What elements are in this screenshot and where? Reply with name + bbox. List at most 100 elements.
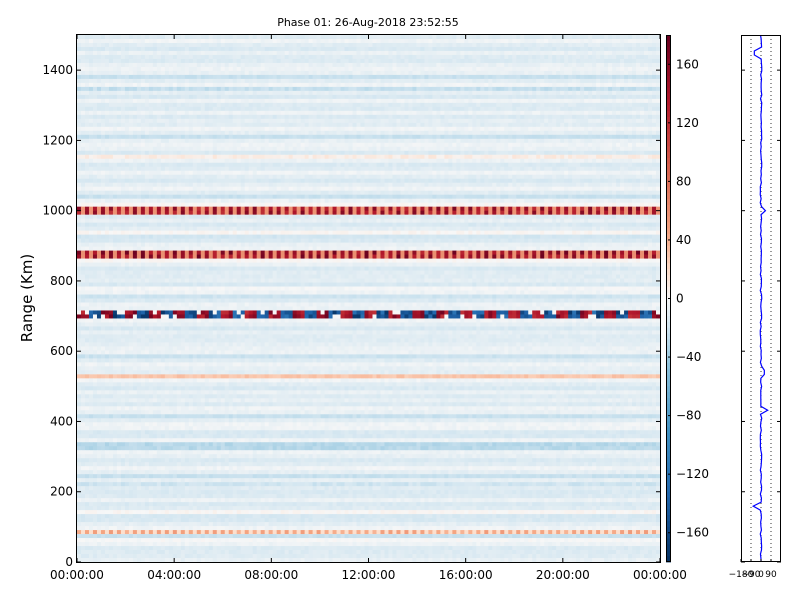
- heatmap-cell: [408, 146, 413, 152]
- heatmap-cell: [204, 62, 210, 68]
- heatmap-cell: [456, 102, 461, 108]
- heatmap-cell: [424, 58, 429, 64]
- heatmap-cell: [148, 54, 154, 60]
- heatmap-cell: [356, 146, 361, 152]
- heatmap-cell: [272, 150, 278, 156]
- heatmap-cell: [352, 98, 357, 104]
- heatmap-cell: [304, 50, 309, 56]
- heatmap-cell: [316, 162, 321, 168]
- heatmap-cell: [468, 82, 473, 88]
- heatmap-cell: [336, 150, 341, 156]
- heatmap-cell: [372, 154, 377, 160]
- heatmap-cell: [108, 94, 114, 100]
- heatmap-cell: [216, 98, 222, 104]
- heatmap-cell: [124, 98, 130, 104]
- heatmap-cell: [476, 78, 481, 84]
- heatmap-cell: [412, 102, 417, 108]
- heatmap-cell: [92, 162, 98, 168]
- heatmap-cell: [556, 46, 561, 52]
- heatmap-cell: [184, 142, 190, 148]
- heatmap-cell: [296, 106, 302, 112]
- heatmap-cell: [344, 118, 349, 124]
- heatmap-cell: [480, 162, 485, 168]
- heatmap-cell: [196, 94, 202, 100]
- heatmap-cell: [472, 106, 477, 112]
- heatmap-cell: [244, 82, 250, 88]
- heatmap-cell: [496, 126, 501, 132]
- heatmap-cell: [112, 130, 118, 136]
- heatmap-cell: [528, 46, 533, 52]
- heatmap-cell: [168, 102, 174, 108]
- heatmap-cell: [224, 62, 230, 68]
- heatmap-cell: [120, 78, 126, 84]
- heatmap-cell: [548, 50, 553, 56]
- heatmap-cell: [120, 90, 126, 96]
- heatmap-cell: [368, 50, 373, 56]
- heatmap-cell: [188, 78, 194, 84]
- heatmap-cell: [396, 154, 401, 160]
- heatmap-cell: [580, 158, 585, 164]
- heatmap-cell: [172, 118, 178, 124]
- heatmap-cell: [316, 158, 321, 164]
- heatmap-cell: [104, 146, 110, 152]
- heatmap-cell: [544, 130, 549, 136]
- heatmap-cell: [592, 54, 597, 60]
- heatmap-cell: [140, 138, 146, 144]
- heatmap-cell: [412, 70, 417, 76]
- heatmap-cell: [272, 102, 278, 108]
- heatmap-cell: [284, 162, 290, 168]
- heatmap-cell: [608, 62, 613, 68]
- heatmap-cell: [216, 86, 222, 92]
- heatmap-cell: [480, 58, 485, 64]
- heatmap-cell: [208, 50, 214, 56]
- heatmap-cell: [452, 166, 457, 172]
- heatmap-cell: [520, 158, 525, 164]
- heatmap-cell: [548, 70, 553, 76]
- heatmap-cell: [424, 46, 429, 52]
- heatmap-cell: [404, 70, 409, 76]
- heatmap-cell: [500, 90, 505, 96]
- heatmap-cell: [180, 106, 186, 112]
- heatmap-cell: [464, 114, 469, 120]
- heatmap-cell: [372, 70, 377, 76]
- heatmap-cell: [140, 146, 146, 152]
- heatmap-cell: [400, 70, 405, 76]
- heatmap-cell: [200, 102, 206, 108]
- heatmap-cell: [472, 118, 477, 124]
- heatmap-cell: [532, 134, 537, 140]
- heatmap-cell: [224, 118, 230, 124]
- heatmap-cell: [564, 154, 569, 160]
- heatmap-cell: [564, 138, 569, 144]
- heatmap-cell: [588, 74, 593, 80]
- heatmap-cell: [528, 106, 533, 112]
- heatmap-cell: [480, 74, 485, 80]
- heatmap-cell: [644, 154, 649, 160]
- heatmap-cell: [264, 138, 270, 144]
- heatmap-cell: [416, 138, 421, 144]
- heatmap-cell: [472, 82, 477, 88]
- heatmap-cell: [456, 122, 461, 128]
- heatmap-cell: [524, 94, 529, 100]
- heatmap-cell: [512, 134, 517, 140]
- heatmap-cell: [188, 74, 194, 80]
- heatmap-cell: [172, 162, 178, 168]
- heatmap-cell: [360, 114, 365, 120]
- heatmap-cell: [212, 74, 218, 80]
- heatmap-cell: [564, 166, 569, 172]
- heatmap-cell: [244, 102, 250, 108]
- heatmap-cell: [492, 154, 497, 160]
- heatmap-cell: [256, 166, 262, 172]
- heatmap-cell: [276, 62, 282, 68]
- heatmap-cell: [200, 78, 206, 84]
- heatmap-cell: [564, 126, 569, 132]
- heatmap-cell: [436, 35, 441, 40]
- heatmap-cell: [96, 134, 102, 140]
- heatmap-cell: [444, 106, 449, 112]
- heatmap-cell: [132, 74, 138, 80]
- heatmap-cell: [292, 38, 298, 44]
- heatmap-cell: [204, 82, 210, 88]
- heatmap-cell: [200, 122, 206, 128]
- heatmap-cell: [324, 134, 329, 140]
- heatmap-cell: [77, 126, 82, 132]
- heatmap-cell: [256, 74, 262, 80]
